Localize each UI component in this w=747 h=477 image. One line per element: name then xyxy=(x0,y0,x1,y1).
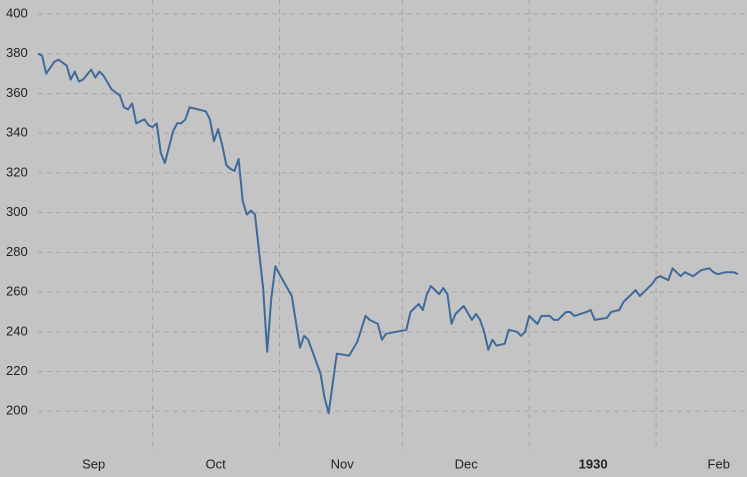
y-tick-label: 220 xyxy=(6,363,28,378)
y-tick-label: 380 xyxy=(6,45,28,60)
x-tick-label: Nov xyxy=(331,456,355,471)
y-tick-label: 240 xyxy=(6,323,28,338)
y-tick-label: 360 xyxy=(6,85,28,100)
y-tick-label: 340 xyxy=(6,125,28,140)
y-tick-label: 200 xyxy=(6,403,28,418)
data-line xyxy=(37,52,739,415)
x-tick-label: Sep xyxy=(82,456,105,471)
y-tick-label: 260 xyxy=(6,284,28,299)
y-tick-label: 280 xyxy=(6,244,28,259)
y-tick-label: 400 xyxy=(6,5,28,20)
x-tick-label: Oct xyxy=(206,456,227,471)
y-tick-label: 320 xyxy=(6,164,28,179)
y-tick-label: 300 xyxy=(6,204,28,219)
x-tick-label: Feb xyxy=(708,456,730,471)
x-tick-label: 1930 xyxy=(579,456,608,471)
x-tick-label: Dec xyxy=(455,456,479,471)
